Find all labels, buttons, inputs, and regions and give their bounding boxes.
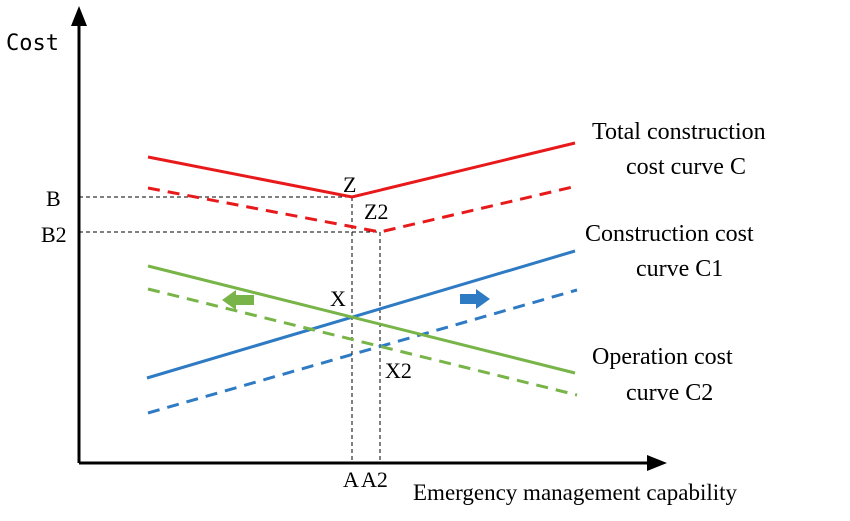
y-axis-arrowhead-icon: [71, 6, 87, 26]
point-label-z2: Z2: [364, 199, 388, 224]
construction-curve-label-line2: curve C1: [636, 256, 723, 282]
operation-curve-label-line1: Operation cost: [592, 344, 733, 370]
y-axis-label: Cost: [6, 31, 59, 56]
axes: [71, 6, 667, 471]
operation-curve-label-line2: curve C2: [626, 380, 713, 406]
x-axis-label: Emergency management capability: [413, 480, 737, 505]
total-cost-curve-solid: [147, 141, 576, 199]
blue-right-arrow-icon: [460, 289, 490, 309]
point-label-x: X: [330, 286, 346, 311]
construction-curve-label-line1: Construction cost: [585, 221, 754, 247]
construction-cost-curves: [146, 249, 578, 415]
total-cost-curve-dashed: [147, 184, 578, 234]
construction-cost-curve-solid: [146, 249, 576, 380]
point-label-z: Z: [343, 172, 356, 197]
x-axis-arrowhead-icon: [647, 455, 667, 471]
operation-cost-curve-solid: [147, 264, 576, 375]
operation-cost-curves: [147, 264, 578, 397]
total-curve-label-line2: cost curve C: [626, 154, 746, 180]
guide-lines: [79, 196, 381, 463]
construction-cost-curve-dashed: [147, 288, 578, 415]
total-curve-label-line1: Total construction: [592, 119, 766, 145]
total-cost-curves: [147, 141, 578, 234]
point-label-x2: X2: [385, 358, 412, 383]
green-left-arrow-icon: [222, 290, 254, 310]
operation-cost-curve-dashed: [147, 287, 578, 397]
tick-label-a: A: [343, 467, 359, 492]
tick-label-b2: B2: [41, 222, 67, 247]
tick-label-b: B: [46, 186, 61, 211]
tick-label-a2: A2: [361, 467, 388, 492]
